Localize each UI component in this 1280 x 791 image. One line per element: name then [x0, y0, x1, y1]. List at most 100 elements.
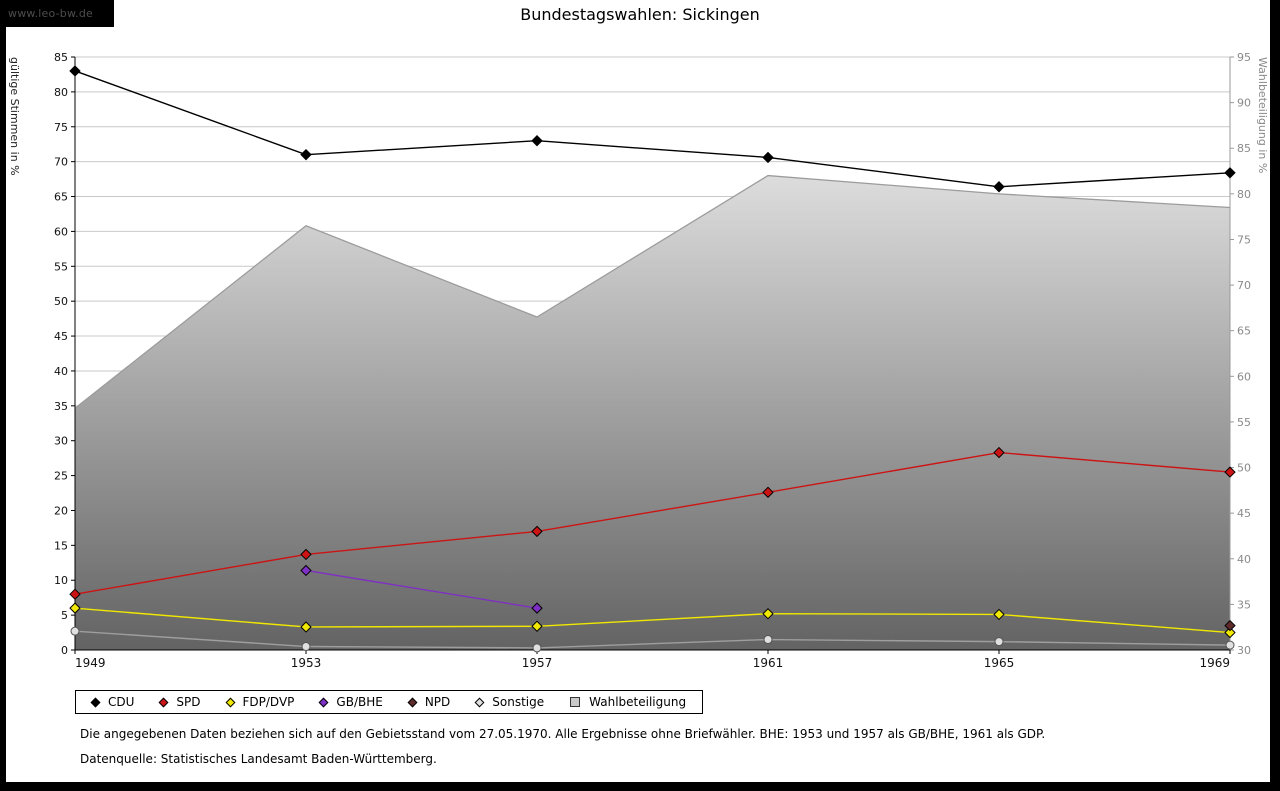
right-tick-label: 65	[1237, 325, 1251, 338]
marker-gb-bhe	[531, 602, 543, 614]
legend-item-gb-bhe: GB/BHE	[318, 695, 383, 709]
left-tick-label: 85	[54, 51, 68, 64]
legend-label: CDU	[108, 695, 135, 709]
marker-fdp-dvp	[69, 602, 81, 614]
legend-item-wahlbeteiligung: Wahlbeteiligung	[570, 695, 686, 709]
right-tick-label: 80	[1237, 188, 1251, 201]
marker-cdu	[69, 65, 81, 77]
series-line-sonstige	[74, 630, 1231, 649]
left-tick-label: 45	[54, 330, 68, 343]
marker-sonstige	[1225, 640, 1235, 650]
marker-fdp-dvp	[300, 621, 312, 633]
right-tick-label: 30	[1237, 644, 1251, 657]
right-tick-label: 70	[1237, 279, 1251, 292]
right-tick-label: 75	[1237, 233, 1251, 246]
cdu-swatch-icon	[90, 697, 101, 707]
legend-item-sonstige: Sonstige	[474, 695, 545, 709]
page-title: Bundestagswahlen: Sickingen	[520, 5, 760, 24]
left-tick-label: 55	[54, 260, 68, 273]
wahlbeteiligung-swatch-icon	[570, 697, 581, 707]
marker-sonstige	[301, 642, 311, 652]
marker-fdp-dvp	[531, 620, 543, 632]
series-line-spd	[74, 451, 1231, 595]
left-tick-label: 20	[54, 504, 68, 517]
left-tick-label: 80	[54, 86, 68, 99]
series-line-cdu	[74, 70, 1231, 188]
marker-spd	[69, 588, 81, 600]
legend-label: FDP/DVP	[242, 695, 295, 709]
right-tick-label: 60	[1237, 370, 1251, 383]
left-tick-label: 40	[54, 365, 68, 378]
legend-label: Wahlbeteiligung	[589, 695, 687, 709]
gb-bhe-swatch-icon	[318, 697, 329, 707]
marker-npd	[1224, 619, 1236, 632]
left-tick-label: 5	[61, 609, 68, 622]
marker-spd	[993, 446, 1005, 459]
legend-label: Sonstige	[492, 695, 545, 709]
marker-fdp-dvp	[993, 608, 1005, 621]
x-tick-label: 1969	[1199, 656, 1230, 670]
right-tick-label: 95	[1237, 51, 1251, 64]
footnote-datenquelle: Datenquelle: Statistisches Landesamt Bad…	[80, 752, 437, 766]
legend-item-spd: SPD	[158, 695, 201, 709]
marker-fdp-dvp	[762, 608, 774, 620]
watermark: www.leo-bw.de	[0, 0, 114, 27]
marker-gb-bhe	[300, 564, 312, 577]
legend-label: SPD	[176, 695, 201, 709]
x-tick-label: 1953	[291, 656, 322, 670]
npd-swatch-icon	[407, 697, 418, 707]
marker-spd	[1224, 466, 1236, 478]
x-tick-label: 1949	[75, 656, 106, 670]
right-tick-label: 50	[1237, 462, 1251, 475]
x-tick-label: 1957	[522, 656, 553, 670]
legend-label: NPD	[424, 695, 451, 709]
left-tick-label: 60	[54, 225, 68, 238]
sonstige-swatch-icon	[474, 697, 485, 707]
left-tick-label: 50	[54, 295, 68, 308]
legend-item-fdp-dvp: FDP/DVP	[225, 695, 295, 709]
legend-item-npd: NPD	[407, 695, 451, 709]
left-tick-label: 35	[54, 400, 68, 413]
left-tick-label: 25	[54, 470, 68, 483]
left-tick-label: 0	[61, 644, 68, 657]
right-tick-label: 40	[1237, 553, 1251, 566]
spd-swatch-icon	[158, 697, 169, 707]
legend-item-cdu: CDU	[90, 695, 135, 709]
marker-fdp-dvp	[1224, 626, 1236, 639]
marker-cdu	[1224, 167, 1236, 179]
turnout-line	[74, 174, 1231, 409]
frame-bar-left	[0, 0, 6, 791]
marker-sonstige	[763, 635, 773, 645]
left-tick-label: 65	[54, 191, 68, 204]
series-line-gb-bhe	[305, 569, 538, 609]
marker-sonstige	[532, 643, 542, 653]
left-tick-label: 75	[54, 121, 68, 134]
marker-cdu	[993, 181, 1005, 193]
marker-sonstige	[70, 626, 80, 636]
right-tick-label: 90	[1237, 97, 1251, 110]
marker-sonstige	[994, 637, 1004, 647]
fdp-dvp-swatch-icon	[225, 697, 235, 707]
marker-cdu	[531, 135, 543, 147]
turnout-area	[75, 175, 1230, 650]
right-tick-label: 85	[1237, 142, 1251, 155]
left-tick-label: 30	[54, 435, 68, 448]
footnote-gebietsstand: Die angegebenen Daten beziehen sich auf …	[80, 727, 1046, 741]
marker-spd	[300, 548, 312, 561]
legend-label: GB/BHE	[336, 695, 383, 709]
marker-cdu	[762, 151, 774, 164]
chart-legend: CDU SPD FDP/DVP GB/BHE NPD Sonstige Wahlbeteil…	[75, 690, 704, 714]
left-tick-label: 70	[54, 156, 68, 169]
frame-bar-right	[1270, 0, 1280, 791]
marker-spd	[531, 525, 543, 538]
series-line-fdp-dvp	[74, 607, 1231, 634]
right-tick-label: 55	[1237, 416, 1251, 429]
left-tick-label: 15	[54, 539, 68, 552]
x-tick-label: 1961	[753, 656, 784, 670]
right-tick-label: 35	[1237, 598, 1251, 611]
marker-spd	[762, 486, 774, 499]
frame-bar-bottom	[0, 782, 1280, 791]
left-tick-label: 10	[54, 574, 68, 587]
x-tick-label: 1965	[984, 656, 1015, 670]
